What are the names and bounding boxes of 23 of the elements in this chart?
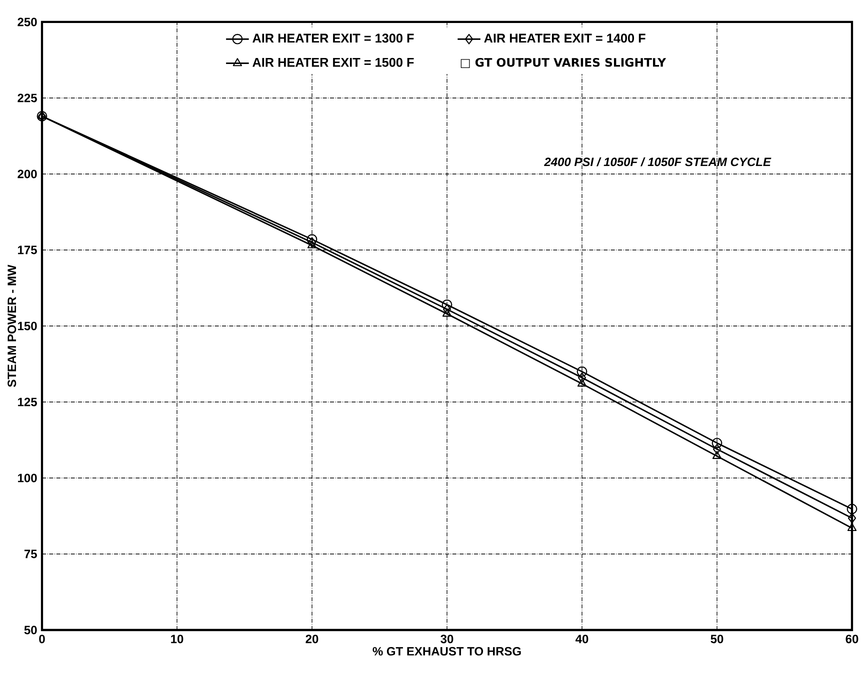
x-tick-label: 30 [440, 634, 454, 644]
legend-label: AIR HEATER EXIT = 1500 F [252, 58, 414, 67]
x-tick-label: 10 [171, 634, 184, 644]
y-tick-label: 250 [18, 18, 37, 26]
x-tick-label: 0 [39, 634, 45, 644]
x-tick-label: 40 [576, 634, 588, 644]
y-tick-label: 125 [18, 398, 37, 406]
x-tick-label: 50 [710, 634, 724, 644]
legend-label: AIR HEATER EXIT = 1300 F [252, 34, 414, 43]
x-tick-label: 20 [306, 634, 318, 644]
y-tick-label: 175 [18, 246, 37, 254]
annotation: □ GT OUTPUT VARIES SLIGHTLY [460, 58, 666, 68]
y-tick-label: 200 [18, 170, 37, 178]
x-tick-label: 60 [846, 634, 858, 644]
annotation: 2400 PSI / 1050F / 1050F STEAM CYCLE [544, 157, 772, 166]
y-tick-label: 50 [24, 626, 37, 634]
legend-label: AIR HEATER EXIT = 1400 F [484, 34, 646, 43]
y-tick-label: 225 [18, 94, 37, 102]
y-axis-title: STEAM POWER - MW [8, 264, 16, 387]
y-tick-label: 75 [24, 550, 37, 558]
x-axis-title: % GT EXHAUST TO HRSG [372, 647, 521, 656]
y-tick-label: 100 [18, 474, 37, 482]
y-tick-label: 150 [18, 322, 37, 330]
